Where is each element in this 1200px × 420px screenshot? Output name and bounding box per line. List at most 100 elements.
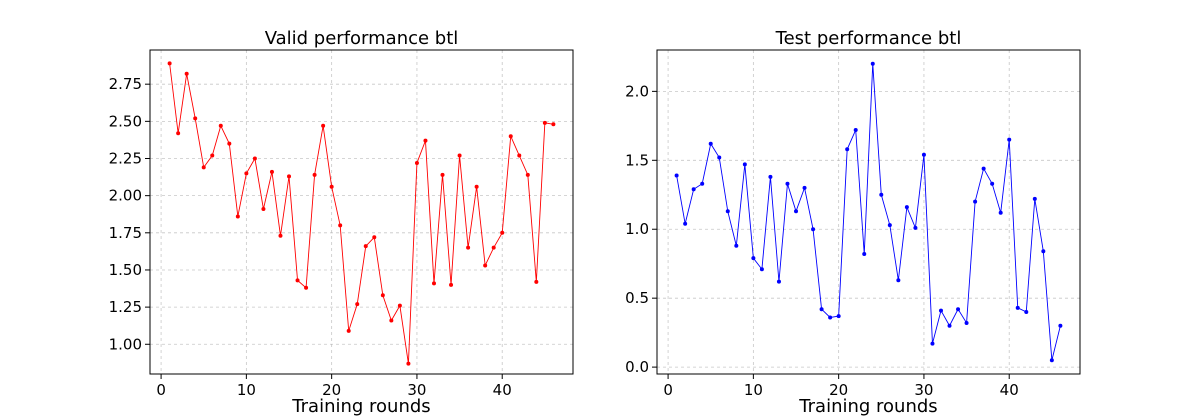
data-point bbox=[278, 233, 283, 238]
data-point bbox=[457, 153, 462, 158]
data-point bbox=[227, 141, 232, 146]
data-point bbox=[218, 123, 223, 128]
data-point bbox=[389, 318, 394, 323]
data-point bbox=[1015, 305, 1020, 310]
series-line bbox=[169, 63, 554, 364]
axes-frame bbox=[149, 49, 574, 375]
data-point bbox=[1049, 358, 1054, 363]
data-point bbox=[397, 303, 402, 308]
data-point bbox=[346, 328, 351, 333]
y-tick-label: 1.00 bbox=[109, 335, 142, 353]
data-point bbox=[321, 123, 326, 128]
data-point bbox=[794, 209, 799, 214]
y-tick-label: 1.75 bbox=[109, 224, 142, 242]
y-tick-label: 2.75 bbox=[109, 75, 142, 93]
data-point bbox=[431, 281, 436, 286]
data-point bbox=[295, 278, 300, 283]
data-point bbox=[423, 138, 428, 143]
data-point bbox=[853, 127, 858, 132]
data-point bbox=[517, 153, 522, 158]
series-line bbox=[676, 63, 1061, 361]
data-point bbox=[500, 230, 505, 235]
data-point bbox=[759, 267, 764, 272]
data-point bbox=[363, 244, 368, 249]
data-point bbox=[811, 227, 816, 232]
data-point bbox=[725, 209, 730, 214]
data-point bbox=[691, 187, 696, 192]
y-tick-label: 1.25 bbox=[109, 298, 142, 316]
data-point bbox=[406, 361, 411, 366]
y-tick-label: 2.00 bbox=[109, 187, 142, 205]
data-point bbox=[269, 169, 274, 174]
data-point bbox=[551, 122, 556, 127]
data-point bbox=[973, 199, 978, 204]
data-point bbox=[828, 315, 833, 320]
chart-title: Test performance btl bbox=[775, 28, 962, 49]
data-point bbox=[252, 156, 257, 161]
data-point bbox=[1058, 323, 1063, 328]
data-point bbox=[870, 61, 875, 66]
data-point bbox=[235, 214, 240, 219]
data-point bbox=[938, 308, 943, 313]
data-point bbox=[768, 174, 773, 179]
axes-frame bbox=[656, 49, 1081, 375]
data-point bbox=[338, 223, 343, 228]
data-point bbox=[981, 166, 986, 171]
data-point bbox=[947, 323, 952, 328]
data-point bbox=[525, 172, 530, 177]
x-tick-label: 0 bbox=[156, 381, 166, 399]
data-point bbox=[913, 225, 918, 230]
data-point bbox=[734, 243, 739, 248]
data-point bbox=[193, 116, 198, 121]
data-point bbox=[312, 172, 317, 177]
data-point bbox=[201, 165, 206, 170]
data-point bbox=[700, 181, 705, 186]
data-point bbox=[176, 131, 181, 136]
y-tick-label: 1.50 bbox=[109, 261, 142, 279]
y-tick-label: 1.0 bbox=[625, 220, 649, 238]
y-tick-label: 1.5 bbox=[625, 151, 649, 169]
chart-test-performance: 0 10 20 30 40 0.0 0.5 1.0 1.5 2.0 Test performance… bbox=[625, 28, 1081, 417]
data-point bbox=[414, 160, 419, 165]
data-point bbox=[1041, 249, 1046, 254]
data-point bbox=[990, 181, 995, 186]
data-point bbox=[355, 302, 360, 307]
data-point bbox=[887, 223, 892, 228]
data-point bbox=[440, 172, 445, 177]
chart-title: Valid performance btl bbox=[265, 28, 459, 49]
data-point bbox=[1007, 137, 1012, 142]
x-axis-label: Training rounds bbox=[798, 396, 937, 417]
data-point bbox=[862, 252, 867, 257]
data-point bbox=[184, 71, 189, 76]
x-tick-label: 40 bbox=[1000, 381, 1019, 399]
data-point bbox=[930, 341, 935, 346]
y-tick-label: 2.50 bbox=[109, 112, 142, 130]
data-point bbox=[674, 173, 679, 178]
data-point bbox=[921, 152, 926, 157]
y-tick-label: 2.0 bbox=[625, 82, 649, 100]
x-tick-label: 10 bbox=[744, 381, 763, 399]
data-point bbox=[167, 61, 172, 66]
data-point bbox=[819, 307, 824, 312]
x-tick-label: 40 bbox=[493, 381, 512, 399]
data-point bbox=[964, 320, 969, 325]
data-point bbox=[742, 162, 747, 167]
data-point bbox=[329, 184, 334, 189]
data-point bbox=[380, 293, 385, 298]
data-point bbox=[879, 192, 884, 197]
data-point bbox=[845, 147, 850, 152]
data-point bbox=[304, 285, 309, 290]
data-point bbox=[776, 279, 781, 284]
y-tick-label: 0.0 bbox=[625, 358, 649, 376]
x-tick-label: 30 bbox=[407, 381, 426, 399]
data-point bbox=[483, 263, 488, 268]
x-tick-label: 20 bbox=[829, 381, 848, 399]
data-point bbox=[474, 184, 479, 189]
x-tick-label: 20 bbox=[322, 381, 341, 399]
data-point bbox=[1024, 309, 1029, 314]
data-point bbox=[717, 155, 722, 160]
chart-valid-performance: 0 10 20 30 40 1.00 1.25 1.50 1.75 2.00 2.25 2.50 2.7… bbox=[109, 28, 574, 417]
data-point bbox=[956, 307, 961, 312]
data-point bbox=[998, 210, 1003, 215]
